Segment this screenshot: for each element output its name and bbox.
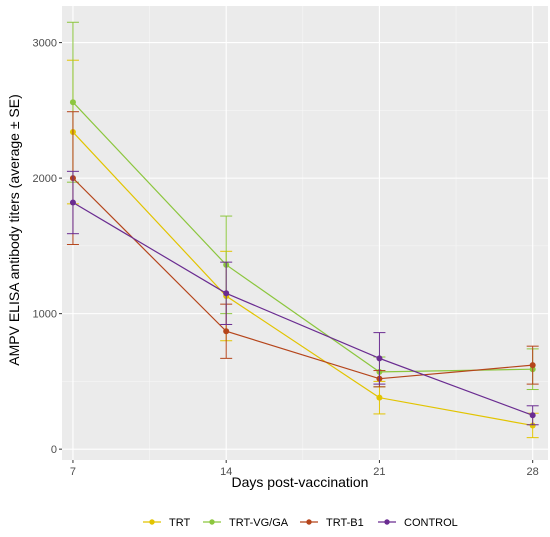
legend-item-control: CONTROL [378, 517, 458, 529]
x-axis-title: Days post-vaccination [232, 474, 369, 490]
y-axis-title: AMPV ELISA antibody titers (average ± SE… [6, 94, 22, 365]
legend-item-trt-vg-ga: TRT-VG/GA [203, 517, 289, 529]
series-line [72, 101, 533, 373]
data-point [223, 290, 230, 297]
y-tick-label: 0 [51, 444, 57, 456]
series-layer [66, 21, 539, 439]
x-tick-label: 7 [70, 466, 76, 478]
legend-label: TRT [169, 517, 190, 529]
series-line [72, 201, 533, 416]
data-point [376, 355, 383, 362]
legend: TRT TRT-VG/GA TRT-B1 CONTROL [143, 517, 458, 529]
data-point [529, 362, 536, 369]
legend-label: CONTROL [404, 517, 458, 529]
x-tick-label: 21 [373, 466, 385, 478]
legend-key-point [306, 519, 312, 525]
legend-label: TRT-B1 [326, 517, 364, 529]
y-tick-label: 1000 [33, 309, 57, 321]
y-tick-label: 3000 [33, 38, 57, 50]
y-tick-label: 2000 [33, 173, 57, 185]
data-point [376, 394, 383, 401]
data-point [529, 412, 536, 419]
data-point [223, 328, 230, 335]
legend-item-trt-b1: TRT-B1 [300, 517, 364, 529]
legend-item-trt: TRT [143, 517, 190, 529]
x-tick-label: 28 [527, 466, 539, 478]
data-point [69, 199, 76, 206]
x-tick-label: 14 [220, 466, 232, 478]
legend-key-point [384, 519, 390, 525]
data-point [69, 99, 76, 106]
series-line [72, 177, 533, 380]
series-line [72, 131, 533, 427]
axes: 0 1000 2000 3000 7 14 21 28 [33, 38, 539, 478]
legend-key-point [149, 519, 155, 525]
series-control [66, 170, 539, 426]
data-point [529, 422, 536, 429]
legend-key-point [209, 519, 215, 525]
legend-label: TRT-VG/GA [229, 517, 289, 529]
panel-background [62, 6, 548, 460]
